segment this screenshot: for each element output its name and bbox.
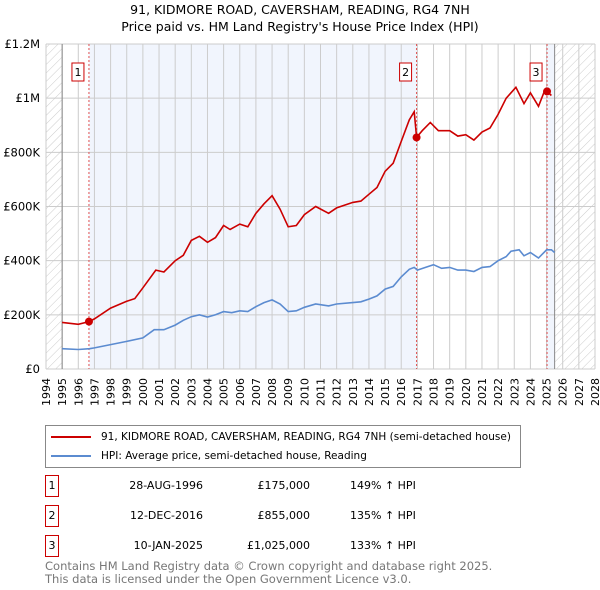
transaction-badge bbox=[529, 62, 543, 82]
x-tick-label: 2025 bbox=[541, 378, 554, 406]
x-tick-label: 2014 bbox=[363, 378, 376, 406]
x-tick-label: 2013 bbox=[347, 378, 360, 406]
x-tick-label: 2000 bbox=[137, 378, 150, 406]
red-line-swatch bbox=[51, 436, 91, 438]
x-tick-label: 2008 bbox=[266, 378, 279, 406]
price-chart: 1994 1995 1996 1997 1998 1999 2000 2001 2002 2003… bbox=[3, 37, 600, 406]
x-tick-label: 2018 bbox=[428, 378, 441, 406]
transaction-hpi: 133% ↑ HPI bbox=[350, 539, 416, 552]
y-tick-label: £200K bbox=[3, 308, 40, 322]
y-tick-label: £0 bbox=[25, 362, 40, 376]
y-tick-label: £1M bbox=[15, 91, 40, 105]
x-tick-label: 2021 bbox=[476, 378, 489, 406]
legend: 91, KIDMORE ROAD, CAVERSHAM, READING, RG… bbox=[45, 425, 521, 468]
transaction-date: 12-DEC-2016 bbox=[129, 509, 203, 522]
x-tick-label: 1994 bbox=[40, 378, 53, 406]
x-tick-label: 2020 bbox=[460, 378, 473, 406]
x-tick-label: 2001 bbox=[153, 378, 166, 406]
transaction-hpi: 135% ↑ HPI bbox=[350, 509, 416, 522]
blue-line-swatch bbox=[51, 455, 91, 457]
x-tick-label: 2015 bbox=[379, 378, 392, 406]
transaction-point bbox=[84, 317, 93, 326]
x-tick-label: 2017 bbox=[411, 378, 424, 406]
transaction-date: 10-JAN-2025 bbox=[133, 539, 203, 552]
x-tick-label: 2004 bbox=[201, 378, 214, 406]
x-tick-label: 2007 bbox=[250, 378, 263, 406]
x-tick-label: 2010 bbox=[298, 378, 311, 406]
transaction-row: 2 12-DEC-2016 £855,000 135% ↑ HPI bbox=[45, 505, 465, 527]
y-tick-label: £1.2M bbox=[4, 37, 40, 51]
x-tick-label: 2002 bbox=[169, 378, 182, 406]
x-tick-label: 1997 bbox=[88, 378, 101, 406]
transaction-badge bbox=[399, 62, 413, 82]
hpi-series-line bbox=[62, 248, 556, 351]
x-tick-label: 2005 bbox=[218, 378, 231, 406]
chart-subtitle: Price paid vs. HM Land Registry's House … bbox=[121, 19, 479, 34]
footer-copyright: Contains HM Land Registry data © Crown c… bbox=[45, 559, 493, 573]
transaction-price: £1,025,000 bbox=[247, 539, 310, 552]
x-tick-label: 2009 bbox=[282, 378, 295, 406]
x-tick-label: 2019 bbox=[444, 378, 457, 406]
x-tick-label: 1995 bbox=[56, 378, 69, 406]
x-tick-label: 2011 bbox=[315, 378, 328, 406]
chart-title: 91, KIDMORE ROAD, CAVERSHAM, READING, RG… bbox=[130, 2, 470, 17]
x-tick-label: 2003 bbox=[185, 378, 198, 406]
x-tick-label: 2027 bbox=[573, 378, 586, 406]
x-tick-label: 2026 bbox=[557, 378, 570, 406]
transaction-price: £855,000 bbox=[257, 509, 311, 522]
property-series-line bbox=[62, 85, 552, 326]
x-tick-label: 2022 bbox=[492, 378, 505, 406]
x-tick-label: 2023 bbox=[508, 378, 521, 406]
transaction-badge-label: 2 bbox=[402, 66, 409, 79]
x-tick-label: 2006 bbox=[234, 378, 247, 406]
marker-badge: 2 bbox=[45, 505, 59, 527]
y-tick-label: £600K bbox=[3, 200, 40, 214]
transaction-row: 3 10-JAN-2025 £1,025,000 133% ↑ HPI bbox=[45, 535, 465, 557]
transaction-badge-label: 3 bbox=[533, 66, 540, 79]
x-tick-label: 2012 bbox=[331, 378, 344, 406]
transaction-row: 1 28-AUG-1996 £175,000 149% ↑ HPI bbox=[45, 475, 465, 497]
x-tick-label: 1998 bbox=[105, 378, 118, 406]
footer-licence: This data is licensed under the Open Gov… bbox=[45, 572, 412, 586]
y-tick-label: £400K bbox=[3, 254, 40, 268]
legend-label: HPI: Average price, semi-detached house,… bbox=[101, 450, 367, 462]
legend-item-property: 91, KIDMORE ROAD, CAVERSHAM, READING, RG… bbox=[51, 431, 511, 443]
marker-badge: 1 bbox=[45, 475, 59, 497]
legend-item-hpi: HPI: Average price, semi-detached house,… bbox=[51, 450, 367, 462]
transaction-hpi: 149% ↑ HPI bbox=[350, 479, 416, 492]
transaction-point bbox=[412, 133, 421, 142]
transaction-price: £175,000 bbox=[257, 479, 311, 492]
x-tick-label: 1999 bbox=[121, 378, 134, 406]
x-tick-label: 1996 bbox=[72, 378, 85, 406]
transaction-badge-label: 1 bbox=[74, 66, 81, 79]
x-tick-label: 2016 bbox=[395, 378, 408, 406]
marker-badge: 3 bbox=[45, 535, 59, 557]
transaction-badge bbox=[71, 62, 85, 82]
transaction-point bbox=[543, 87, 552, 96]
x-tick-label: 2024 bbox=[524, 378, 537, 406]
x-tick-label: 2028 bbox=[589, 378, 600, 406]
y-tick-label: £800K bbox=[3, 145, 40, 159]
transaction-date: 28-AUG-1996 bbox=[129, 479, 203, 492]
legend-label: 91, KIDMORE ROAD, CAVERSHAM, READING, RG… bbox=[101, 431, 511, 443]
